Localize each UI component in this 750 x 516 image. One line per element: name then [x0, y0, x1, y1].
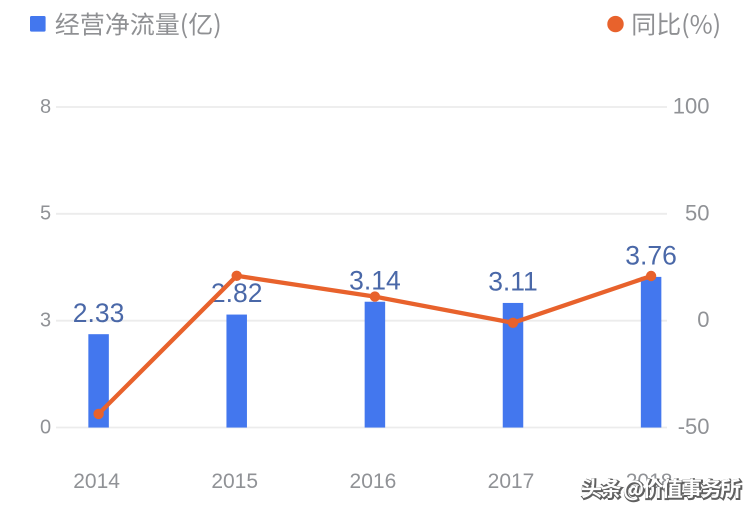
svg-text:2017: 2017 [488, 470, 535, 493]
svg-text:2016: 2016 [350, 470, 397, 493]
svg-text:2.33: 2.33 [73, 298, 125, 328]
svg-text:3.11: 3.11 [488, 267, 538, 297]
svg-text:3.76: 3.76 [625, 241, 677, 271]
svg-text:3: 3 [40, 310, 51, 332]
svg-text:100: 100 [673, 94, 710, 119]
svg-text:5: 5 [40, 203, 51, 225]
svg-text:8: 8 [40, 96, 51, 118]
svg-text:-50: -50 [678, 414, 710, 439]
svg-text:0: 0 [697, 307, 709, 332]
svg-text:3.14: 3.14 [349, 265, 401, 295]
svg-text:2015: 2015 [211, 470, 258, 493]
svg-text:50: 50 [685, 200, 709, 225]
svg-text:0: 0 [40, 416, 51, 438]
svg-text:2014: 2014 [73, 470, 120, 493]
